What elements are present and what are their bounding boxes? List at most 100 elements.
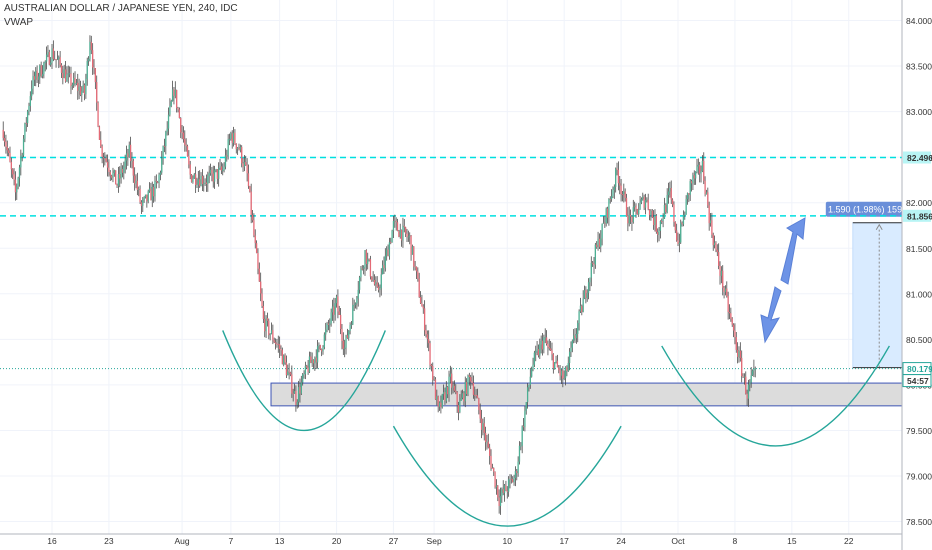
- candle-body: [407, 236, 410, 238]
- measure-arrowhead: [875, 223, 883, 230]
- candle-body: [509, 478, 511, 480]
- candle-body: [524, 410, 526, 428]
- candle-body: [345, 335, 347, 348]
- candle-body: [199, 179, 201, 187]
- candle-body: [331, 306, 334, 313]
- candle-body: [266, 317, 269, 321]
- candle-body: [242, 163, 244, 167]
- pattern-arc[interactable]: [222, 330, 386, 431]
- candle-body: [295, 390, 297, 405]
- candle-body: [648, 209, 651, 216]
- candle-body: [525, 402, 527, 411]
- up-arrow-icon[interactable]: [780, 217, 806, 285]
- candle-body: [190, 174, 193, 182]
- candle-body: [632, 207, 634, 222]
- candle-body: [10, 161, 12, 170]
- candle-body: [150, 188, 152, 201]
- candle-body: [21, 155, 23, 157]
- candle-body: [318, 344, 320, 347]
- countdown-tag: 54:57: [907, 376, 929, 386]
- candle-body: [753, 368, 755, 371]
- candle-body: [44, 61, 46, 63]
- candle-body: [449, 373, 452, 377]
- candle-body: [532, 364, 534, 369]
- price-axis-bg: [902, 0, 932, 550]
- measure-label-bg: [825, 201, 912, 217]
- candle-body: [381, 265, 384, 275]
- pattern-arc[interactable]: [661, 345, 890, 447]
- current-price-tag: 80.179: [907, 364, 932, 374]
- candle-body: [49, 62, 52, 65]
- candle-body: [440, 402, 442, 408]
- candle-body: [677, 240, 679, 245]
- candle-body: [700, 171, 702, 174]
- candle-body: [138, 188, 140, 190]
- x-tick-label: 20: [332, 536, 342, 546]
- candle-body: [310, 356, 312, 363]
- candle-body: [555, 360, 557, 363]
- candle-body: [556, 360, 559, 368]
- candle-body: [501, 489, 503, 497]
- candle-body: [71, 84, 73, 87]
- candle-body: [531, 368, 533, 377]
- candle-body: [288, 371, 290, 373]
- support-zone-rect[interactable]: [270, 382, 932, 407]
- candle-body: [490, 455, 492, 468]
- candle-body: [459, 400, 461, 413]
- x-tick-label: 24: [616, 536, 626, 546]
- candle-body: [338, 311, 340, 315]
- candle-body: [59, 57, 61, 65]
- candle-body: [106, 161, 109, 168]
- candle-body: [730, 313, 732, 319]
- candle-body: [158, 174, 160, 183]
- candle-body: [387, 249, 389, 257]
- candle-body: [533, 352, 536, 365]
- candle-body: [262, 306, 265, 319]
- candle-body: [602, 222, 605, 224]
- candle-body: [421, 303, 423, 307]
- candle-body: [647, 199, 649, 210]
- candle-body: [296, 401, 298, 405]
- y-tick-label: 82.000: [906, 198, 932, 208]
- candle-body: [163, 145, 166, 147]
- candle-body: [392, 221, 395, 231]
- candle-body: [356, 298, 358, 304]
- down-arrow-icon[interactable]: [760, 286, 782, 344]
- candle-body: [513, 477, 515, 483]
- candle-body: [544, 337, 546, 339]
- candle-body: [646, 199, 648, 201]
- candle-body: [521, 426, 523, 446]
- candle-body: [574, 335, 576, 339]
- candle-body: [226, 155, 228, 157]
- candle-body: [697, 164, 699, 167]
- candle-body: [140, 202, 143, 206]
- candle-body: [575, 334, 578, 339]
- candle-body: [745, 376, 747, 394]
- candle-body: [701, 160, 704, 172]
- candle-body: [177, 108, 179, 110]
- candle-body: [551, 350, 553, 355]
- candle-body: [591, 262, 594, 264]
- candle-body: [182, 132, 185, 140]
- candle-body: [367, 258, 369, 265]
- candle-body: [568, 351, 571, 364]
- candle-body: [417, 271, 419, 279]
- candle-body: [24, 123, 26, 139]
- candle-body: [36, 70, 38, 80]
- candle-body: [586, 292, 588, 298]
- x-tick-label: 27: [389, 536, 399, 546]
- candle-body: [543, 337, 545, 350]
- candle-body: [78, 86, 80, 91]
- candle-body: [135, 180, 137, 184]
- candle-body: [278, 344, 281, 350]
- candle-body: [315, 357, 317, 363]
- candle-body: [579, 305, 582, 312]
- candle-body: [587, 282, 590, 293]
- indicator-label[interactable]: VWAP: [4, 17, 34, 28]
- pattern-arc[interactable]: [392, 425, 622, 527]
- candle-body: [97, 102, 99, 127]
- candle-body: [260, 281, 262, 294]
- candle-body: [678, 242, 681, 245]
